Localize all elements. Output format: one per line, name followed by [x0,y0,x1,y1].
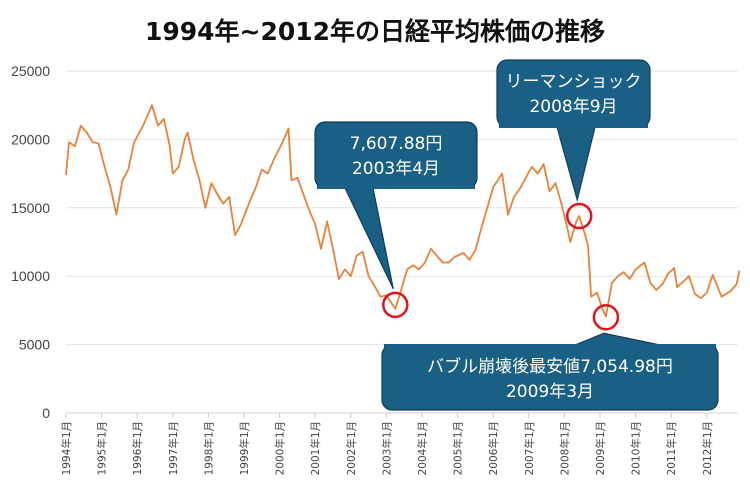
y-tick-label: 5000 [19,337,50,353]
x-tick-label: 2004年1月 [416,421,429,475]
x-tick-label: 2007年1月 [523,421,536,475]
x-tick-label: 2012年1月 [701,421,714,475]
callout-pointer [574,332,661,346]
callout-seam [499,124,648,128]
callout-seam [384,344,716,348]
x-tick-label: 2009年1月 [594,421,607,475]
x-tick-label: 1994年1月 [60,421,73,475]
callout-pointer [556,126,596,203]
highlight-circle [382,291,409,319]
x-tick-label: 1995年1月 [96,421,109,475]
y-tick-label: 15000 [11,200,50,216]
x-tick-label: 1997年1月 [167,421,180,475]
y-tick-label: 20000 [11,131,50,147]
x-tick-label: 2008年1月 [558,421,571,475]
callout-text: 7,607.88円 [350,134,443,154]
highlight-circle [592,303,620,331]
x-tick-label: 2003年1月 [380,421,393,475]
y-tick-label: 25000 [11,63,50,79]
x-tick-label: 1998年1月 [202,421,215,475]
x-tick-label: 2011年1月 [665,421,678,475]
callout-text: 2009年3月 [506,382,594,402]
nikkei-line [65,104,741,318]
callout-text: リーマンショック [506,72,642,92]
y-tick-label: 10000 [11,268,50,284]
callout-text: 2008年9月 [529,97,617,117]
x-tick-label: 2005年1月 [452,421,465,475]
x-tick-label: 2001年1月 [309,421,322,475]
x-tick-label: 2010年1月 [630,421,643,475]
chart-title: 1994年~2012年の日経平均株価の推移 [144,17,606,46]
callout-text: バブル崩壊後最安値7,054.98円 [427,356,673,377]
highlight-circle [565,202,593,230]
x-tick-label: 1999年1月 [238,421,251,475]
x-tick-label: 2006年1月 [487,421,500,475]
callout-text: 2003年4月 [352,159,440,179]
callout-seam [317,185,475,189]
y-tick-label: 0 [42,405,50,421]
x-tick-label: 2000年1月 [274,421,287,475]
x-tick-label: 1996年1月 [131,421,144,475]
x-tick-label: 2002年1月 [345,421,358,475]
